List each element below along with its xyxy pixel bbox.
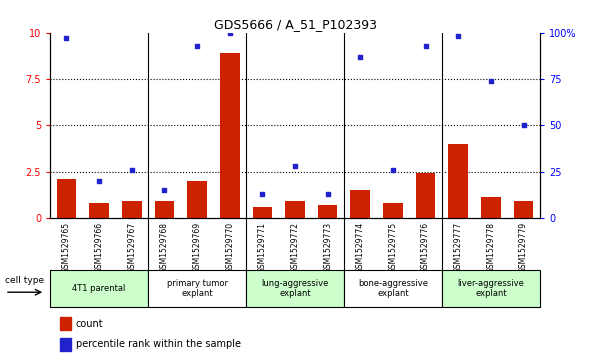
Text: GSM1529772: GSM1529772 [290, 222, 300, 273]
Point [519, 122, 528, 128]
Text: GSM1529767: GSM1529767 [127, 222, 136, 273]
Bar [187, 181, 207, 218]
Text: GSM1529768: GSM1529768 [160, 222, 169, 273]
Text: cell type: cell type [5, 276, 44, 285]
Point [290, 163, 300, 169]
FancyBboxPatch shape [50, 270, 148, 307]
Text: GSM1529770: GSM1529770 [225, 222, 234, 273]
Point [127, 167, 136, 172]
Text: GSM1529765: GSM1529765 [62, 222, 71, 273]
Point [388, 167, 398, 172]
Text: percentile rank within the sample: percentile rank within the sample [76, 339, 241, 350]
FancyBboxPatch shape [344, 270, 442, 307]
Bar [318, 205, 337, 218]
Bar [220, 53, 240, 218]
Bar [253, 207, 272, 218]
FancyBboxPatch shape [246, 270, 344, 307]
Point [62, 35, 71, 41]
Bar [122, 201, 142, 218]
Point [160, 187, 169, 193]
Text: GSM1529771: GSM1529771 [258, 222, 267, 273]
Point [454, 33, 463, 39]
Text: GSM1529773: GSM1529773 [323, 222, 332, 273]
Point [94, 178, 104, 184]
Text: count: count [76, 318, 103, 329]
Bar [481, 197, 501, 218]
Bar [514, 201, 533, 218]
Text: GSM1529779: GSM1529779 [519, 222, 528, 273]
Text: 4T1 parental: 4T1 parental [73, 284, 126, 293]
Text: GSM1529778: GSM1529778 [486, 222, 496, 273]
Bar [448, 144, 468, 218]
Title: GDS5666 / A_51_P102393: GDS5666 / A_51_P102393 [214, 19, 376, 32]
Bar [416, 174, 435, 218]
Point [225, 30, 234, 36]
Bar [383, 203, 403, 218]
Bar [155, 201, 174, 218]
Text: GSM1529775: GSM1529775 [388, 222, 398, 273]
Point [486, 78, 496, 84]
Point [258, 191, 267, 197]
Text: bone-aggressive
explant: bone-aggressive explant [358, 279, 428, 298]
Text: GSM1529774: GSM1529774 [356, 222, 365, 273]
Point [356, 54, 365, 60]
Text: GSM1529777: GSM1529777 [454, 222, 463, 273]
Text: GSM1529769: GSM1529769 [192, 222, 202, 273]
Text: primary tumor
explant: primary tumor explant [166, 279, 228, 298]
Point [192, 43, 202, 49]
Bar [350, 190, 370, 218]
Point [421, 43, 430, 49]
Text: liver-aggressive
explant: liver-aggressive explant [457, 279, 525, 298]
FancyBboxPatch shape [148, 270, 246, 307]
FancyBboxPatch shape [442, 270, 540, 307]
Bar [60, 317, 71, 330]
Text: lung-aggressive
explant: lung-aggressive explant [261, 279, 329, 298]
Text: GSM1529766: GSM1529766 [94, 222, 104, 273]
Text: GSM1529776: GSM1529776 [421, 222, 430, 273]
Bar [57, 179, 76, 218]
Bar [89, 203, 109, 218]
Bar [60, 338, 71, 351]
Bar [285, 201, 305, 218]
Point [323, 191, 332, 197]
